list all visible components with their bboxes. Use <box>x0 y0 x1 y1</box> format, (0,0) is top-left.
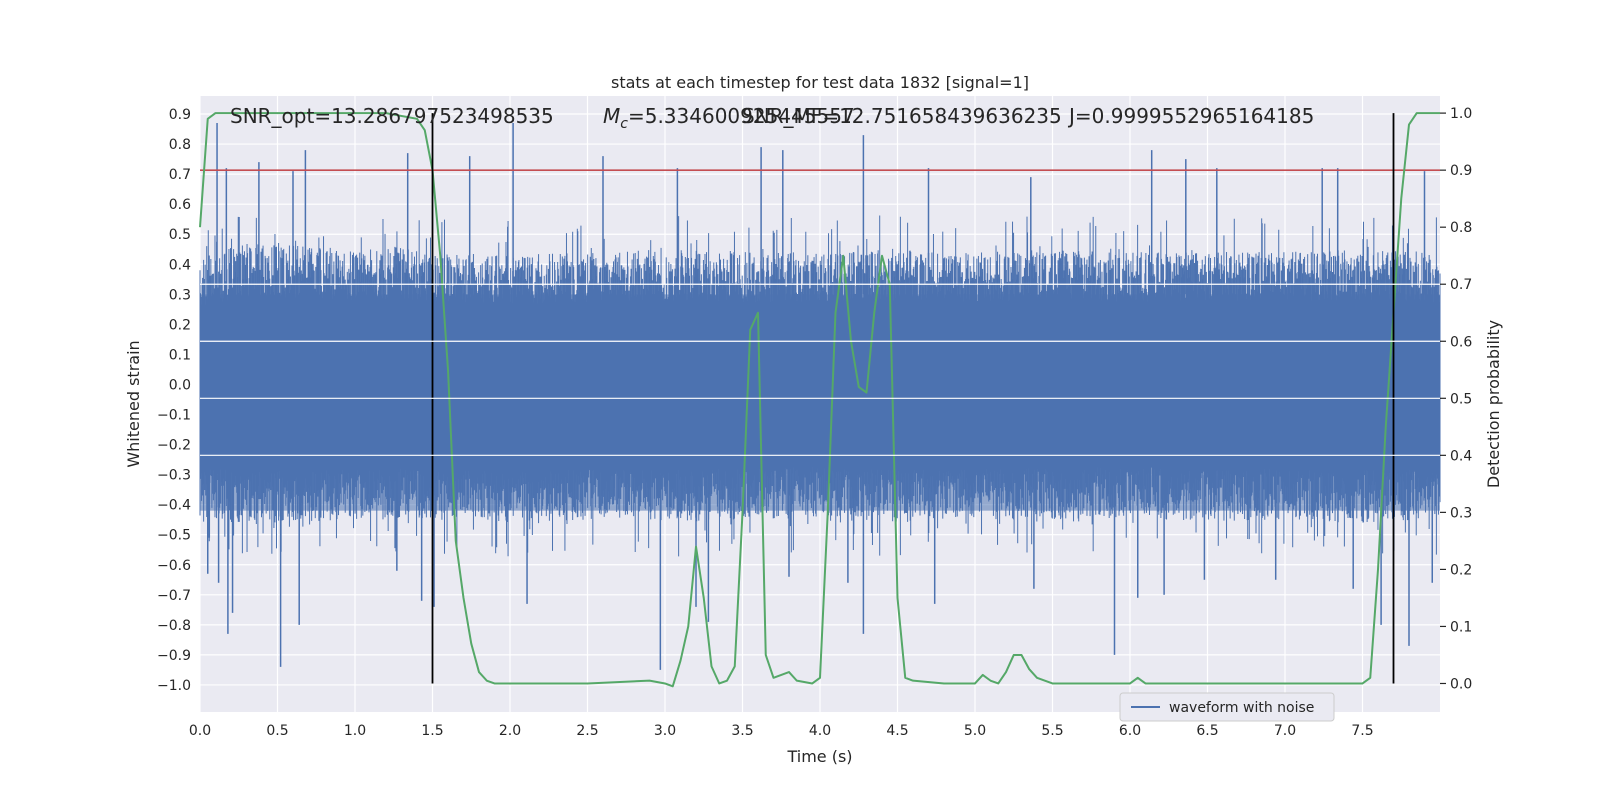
right-y-tick-label-10: 0.0 <box>1450 676 1472 692</box>
x-tick-label-4: 2.0 <box>499 723 521 739</box>
right-y-tick-label-6: 0.4 <box>1450 448 1472 464</box>
x-tick-label-5: 2.5 <box>576 723 598 739</box>
right-y-tick-label-8: 0.2 <box>1450 562 1472 578</box>
legend-label-waveform: waveform with noise <box>1169 700 1314 716</box>
left-y-tick-label-1: 0.8 <box>169 137 191 153</box>
x-tick-label-0: 0.0 <box>189 723 211 739</box>
x-tick-label-2: 1.0 <box>344 723 366 739</box>
left-y-tick-label-7: 0.2 <box>169 317 191 333</box>
right-y-tick-label-9: 0.1 <box>1450 619 1472 635</box>
chart-title: stats at each timestep for test data 183… <box>611 73 1029 92</box>
right-y-tick-label-4: 0.6 <box>1450 334 1472 350</box>
left-y-tick-label-10: −0.1 <box>157 408 191 424</box>
annotations: SNR_opt=13.286797523498535 Mc=5.33460092… <box>230 104 1314 132</box>
legend: waveform with noise <box>1119 692 1335 722</box>
right-y-tick-label-5: 0.5 <box>1450 391 1472 407</box>
x-tick-label-15: 7.5 <box>1351 723 1373 739</box>
left-y-tick-label-2: 0.7 <box>169 167 191 183</box>
left-y-tick-label-12: −0.3 <box>157 468 191 484</box>
x-tick-label-6: 3.0 <box>654 723 676 739</box>
legend-box <box>1119 692 1335 722</box>
x-tick-label-13: 6.5 <box>1196 723 1218 739</box>
left-y-tick-label-19: −1.0 <box>157 678 191 694</box>
annotation-snr-mf: SNR_MF=12.751658439636235 <box>742 104 1062 128</box>
noise-trace-core <box>200 294 1440 511</box>
annotation-snr-opt: SNR_opt=13.286797523498535 <box>230 104 554 128</box>
right-y-axis-label: Detection probability <box>1484 320 1503 488</box>
annotation-j: J=0.9999552965164185 <box>1067 104 1314 128</box>
x-tick-label-10: 5.0 <box>964 723 986 739</box>
annotation-chirp-mass-subscript: c <box>620 116 628 132</box>
right-y-tick-label-0: 1.0 <box>1450 106 1472 122</box>
left-y-tick-label-11: −0.2 <box>157 438 191 454</box>
x-axis-label: Time (s) <box>786 747 852 766</box>
detection-probability-series <box>199 112 1440 688</box>
annotation-chirp-mass: Mc=5.334600925445557 <box>603 104 855 132</box>
annotation-chirp-mass-value: =5.334600925445557 <box>628 104 855 128</box>
left-y-tick-label-5: 0.4 <box>169 257 191 273</box>
x-tick-label-7: 3.5 <box>731 723 753 739</box>
x-tick-label-9: 4.5 <box>886 723 908 739</box>
left-y-tick-label-14: −0.5 <box>157 528 191 544</box>
annotation-chirp-mass-symbol: M <box>603 104 620 128</box>
x-axis-ticks: 0.0 0.5 1.0 1.5 2.0 2.5 3.0 3.5 4.0 4.5 5.0 5.5 6.0 6… <box>189 723 1374 739</box>
left-y-tick-label-15: −0.6 <box>157 558 191 574</box>
left-y-axis-ticks: 0.9 0.8 0.7 0.6 0.5 0.4 0.3 0.2 0.1 0.0 −0.1 −0.2 −0… <box>157 107 191 694</box>
left-y-tick-label-16: −0.7 <box>157 588 191 604</box>
x-tick-label-11: 5.5 <box>1041 723 1063 739</box>
right-y-axis-ticks: 1.0 0.9 0.8 0.7 0.6 0.5 0.4 0.3 0.2 0.1 0.0 <box>1440 106 1472 692</box>
x-tick-label-12: 6.0 <box>1119 723 1141 739</box>
x-tick-label-14: 7.0 <box>1274 723 1296 739</box>
x-tick-label-3: 1.5 <box>421 723 443 739</box>
left-y-tick-label-0: 0.9 <box>169 107 191 123</box>
right-y-tick-label-1: 0.9 <box>1450 163 1472 179</box>
x-tick-label-8: 4.0 <box>809 723 831 739</box>
left-y-tick-label-9: 0.0 <box>169 377 191 393</box>
left-y-tick-label-17: −0.8 <box>157 618 191 634</box>
left-y-axis-label: Whitened strain <box>124 340 143 467</box>
right-y-tick-label-3: 0.7 <box>1450 277 1472 293</box>
right-y-tick-label-2: 0.8 <box>1450 220 1472 236</box>
waveform-with-noise-series <box>199 123 1441 670</box>
left-y-tick-label-18: −0.9 <box>157 648 191 664</box>
left-y-tick-label-4: 0.5 <box>169 227 191 243</box>
left-y-tick-label-6: 0.3 <box>169 287 191 303</box>
detection-probability-line <box>199 112 1440 688</box>
right-y-tick-label-7: 0.3 <box>1450 505 1472 521</box>
left-y-tick-label-3: 0.6 <box>169 197 191 213</box>
left-y-tick-label-13: −0.4 <box>157 498 191 514</box>
x-tick-label-1: 0.5 <box>266 723 288 739</box>
left-y-tick-label-8: 0.1 <box>169 347 191 363</box>
